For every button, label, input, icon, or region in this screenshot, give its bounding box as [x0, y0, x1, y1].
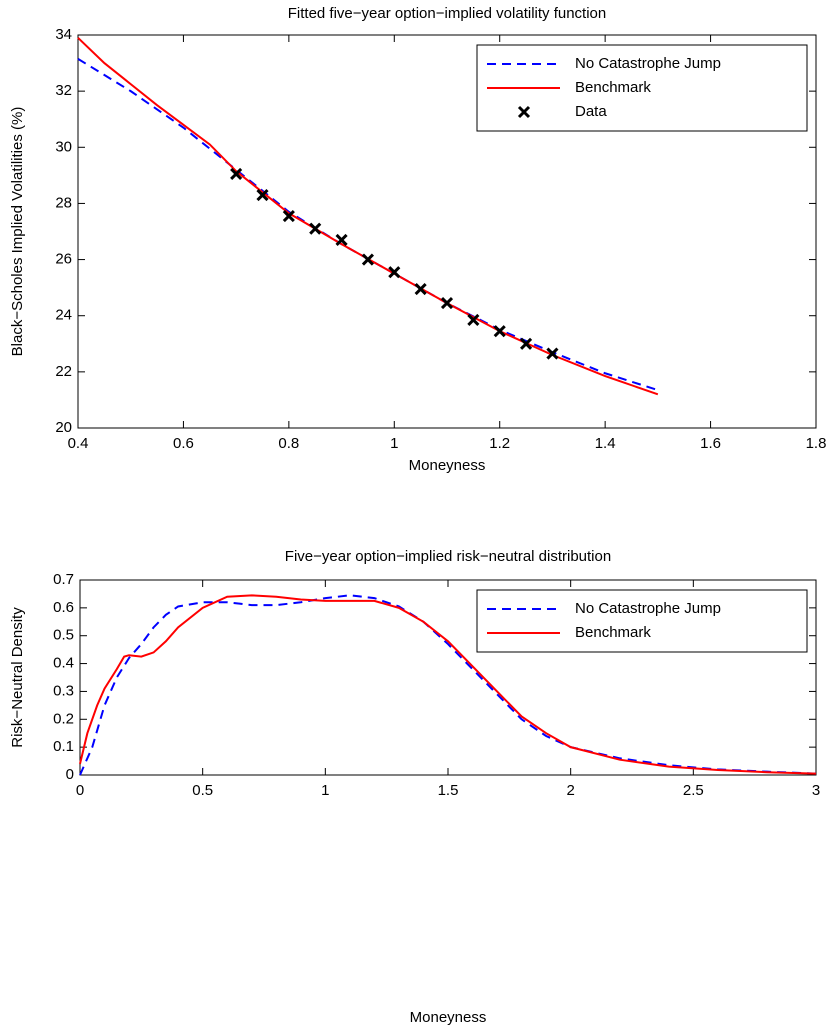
legend-label: Benchmark: [575, 624, 651, 641]
legend-marker: [517, 105, 531, 119]
data-point: [546, 347, 559, 360]
data-point: [493, 325, 506, 338]
x-axis-label: Moneyness: [409, 457, 486, 474]
data-point: [282, 210, 295, 223]
y-tick-label: 20: [55, 419, 72, 436]
x-tick-label: 1: [390, 435, 398, 452]
x-tick-label: 0.5: [192, 782, 213, 799]
x-tick-label: 3: [812, 782, 820, 799]
data-point: [414, 282, 427, 296]
y-axis-label: Risk−Neutral Density: [9, 607, 26, 748]
x-tick-label: 0.6: [173, 435, 194, 452]
y-tick-label: 0: [66, 766, 74, 783]
y-tick-label: 32: [55, 82, 72, 99]
y-tick-label: 0.2: [53, 710, 74, 727]
x-tick-label: 2.5: [683, 782, 704, 799]
data-point: [335, 233, 348, 246]
chart-title: Fitted five−year option−implied volatili…: [288, 5, 607, 22]
series-line: [79, 594, 817, 775]
data-point: [388, 266, 401, 279]
series-line: [77, 37, 659, 396]
legend-label: Data: [575, 103, 607, 120]
data-point: [256, 188, 269, 202]
y-tick-label: 0.1: [53, 738, 74, 755]
x-tick-label: 1.2: [489, 435, 510, 452]
legend-label: No Catastrophe Jump: [575, 600, 721, 617]
y-tick-label: 0.7: [53, 571, 74, 588]
data-point: [440, 297, 454, 310]
data-point: [309, 222, 322, 235]
x-tick-label: 1.6: [700, 435, 721, 452]
y-tick-label: 22: [55, 363, 72, 380]
x-axis-label: Moneyness: [410, 1009, 487, 1026]
legend-box: [476, 589, 808, 653]
x-tick-label: 0.4: [68, 435, 89, 452]
x-tick-label: 2: [566, 782, 574, 799]
chart-title: Five−year option−implied risk−neutral di…: [285, 548, 611, 565]
legend-label: Benchmark: [575, 79, 651, 96]
x-tick-label: 1.8: [806, 435, 827, 452]
y-tick-label: 0.6: [53, 599, 74, 616]
y-tick-label: 0.3: [53, 682, 74, 699]
data-point: [467, 313, 480, 326]
data-point: [520, 337, 533, 350]
y-tick-label: 34: [55, 26, 72, 43]
legend-label: No Catastrophe Jump: [575, 55, 721, 72]
y-tick-label: 0.4: [53, 655, 74, 672]
y-tick-label: 26: [55, 251, 72, 268]
x-tick-label: 0: [76, 782, 84, 799]
y-tick-label: 0.5: [53, 627, 74, 644]
x-tick-label: 1: [321, 782, 329, 799]
x-tick-label: 1.5: [438, 782, 459, 799]
y-tick-label: 24: [55, 307, 72, 324]
y-axis-label: Black−Scholes Implied Volatilities (%): [9, 107, 26, 357]
x-tick-label: 0.8: [278, 435, 299, 452]
x-tick-label: 1.4: [595, 435, 616, 452]
data-point: [230, 167, 243, 181]
data-point: [361, 253, 374, 266]
y-tick-label: 30: [55, 138, 72, 155]
y-tick-label: 28: [55, 194, 72, 211]
